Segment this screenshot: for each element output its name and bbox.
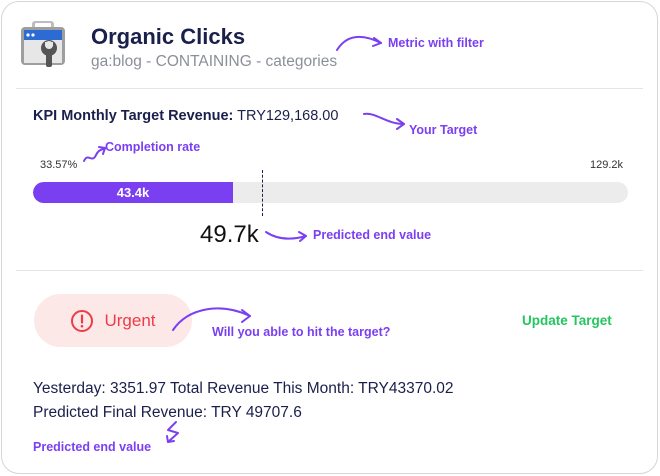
- progress-bar-fill: [33, 182, 233, 203]
- completion-rate-annotation: Completion rate: [105, 140, 201, 154]
- alert-circle-icon: [71, 309, 94, 332]
- predicted-final-revenue: Predicted Final Revenue: TRY 49707.6: [33, 404, 302, 421]
- metric-filter-subtitle: ga:blog - CONTAINING - categories: [91, 53, 338, 70]
- predicted-end-annotation-bottom: Predicted end value: [33, 440, 152, 454]
- curved-arrow-icon: [172, 307, 251, 331]
- predicted-end-value: 49.7k: [200, 221, 259, 248]
- kpi-target-line: KPI Monthly Target Revenue: TRY129,168.0…: [33, 108, 338, 124]
- kpi-target-value: TRY129,168.00: [237, 108, 339, 124]
- urgent-label: Urgent: [104, 310, 156, 330]
- metric-filter-annotation: Metric with filter: [388, 36, 484, 50]
- curved-arrow-icon: [336, 36, 382, 51]
- toolbox-wrench-icon: [21, 21, 65, 67]
- progress-bar: 43.4k: [33, 182, 628, 203]
- divider: [16, 88, 643, 89]
- target-annotation: Your Target: [409, 123, 478, 137]
- hit-target-annotation: Will you able to hit the target?: [212, 325, 391, 339]
- divider: [16, 270, 643, 271]
- predicted-marker-line: [262, 170, 263, 216]
- zigzag-arrow-icon: [166, 421, 179, 443]
- curved-arrow-icon: [363, 112, 405, 130]
- progress-current-value: 43.4k: [116, 185, 150, 200]
- kpi-target-label: KPI Monthly Target Revenue:: [33, 108, 234, 124]
- urgent-status-badge: Urgent: [34, 294, 192, 347]
- squiggle-arrow-icon: [83, 146, 106, 162]
- yesterday-total-revenue: Yesterday: 3351.97 Total Revenue This Mo…: [33, 380, 454, 397]
- curved-arrow-icon: [265, 231, 307, 242]
- predicted-end-annotation: Predicted end value: [313, 228, 432, 242]
- update-target-button[interactable]: Update Target: [522, 313, 612, 328]
- page-title: Organic Clicks: [91, 24, 246, 49]
- target-max-label: 129.2k: [589, 159, 623, 171]
- completion-percent: 33.57%: [40, 159, 78, 171]
- revenue-stats: Yesterday: 3351.97 Total Revenue This Mo…: [33, 377, 454, 425]
